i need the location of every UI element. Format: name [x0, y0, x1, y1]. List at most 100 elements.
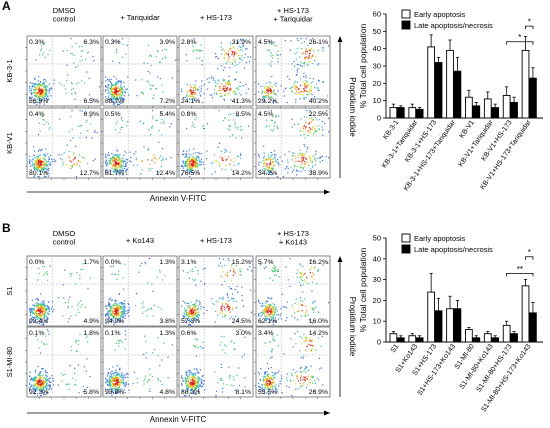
cell-event — [230, 99, 232, 101]
cell-event — [116, 378, 119, 380]
cell-event — [67, 306, 69, 308]
cell-event — [224, 85, 226, 87]
cell-event — [113, 374, 115, 376]
cell-event — [48, 306, 50, 308]
cell-event — [113, 85, 115, 87]
cell-event — [40, 99, 42, 102]
cell-event — [151, 84, 153, 87]
cell-event — [299, 149, 301, 151]
cell-event — [228, 259, 230, 262]
cell-event — [119, 95, 121, 97]
cell-event — [117, 87, 119, 89]
cell-event — [271, 172, 273, 175]
cell-event — [312, 55, 314, 57]
cell-event — [112, 315, 115, 318]
cell-event — [42, 160, 44, 163]
cell-event — [276, 125, 278, 127]
cell-event — [297, 170, 299, 172]
cell-event — [189, 167, 191, 169]
cell-event — [122, 162, 124, 164]
cell-event — [53, 83, 55, 85]
y-axis-label: % Total cell population — [358, 24, 368, 109]
cell-event — [41, 388, 44, 390]
cell-event — [42, 119, 44, 121]
cell-event — [224, 316, 226, 318]
cell-event — [222, 387, 224, 390]
cell-event — [328, 131, 330, 133]
cell-event — [305, 122, 307, 124]
cell-event — [42, 313, 45, 315]
cell-event — [271, 371, 273, 374]
cell-event — [128, 309, 130, 311]
quadrant-ur-percent: 16.2% — [309, 259, 328, 266]
cell-event — [35, 335, 37, 337]
cell-event — [106, 381, 108, 383]
cell-event — [120, 90, 122, 92]
bar-early — [483, 98, 492, 119]
cell-event — [271, 314, 274, 316]
cell-event — [120, 126, 122, 128]
cell-event — [303, 333, 305, 336]
cell-event — [317, 270, 319, 272]
cell-event — [35, 101, 37, 103]
cell-event — [57, 384, 59, 386]
cell-event — [270, 129, 272, 131]
cell-event — [116, 163, 118, 165]
cell-event — [48, 380, 50, 382]
cell-event — [261, 169, 264, 171]
cell-event — [276, 176, 279, 178]
cell-event — [37, 305, 39, 307]
cell-event — [275, 161, 277, 163]
cell-event — [32, 378, 34, 380]
cell-event — [75, 384, 77, 386]
cell-event — [113, 165, 116, 167]
cell-event — [42, 374, 44, 377]
cell-event — [233, 348, 235, 350]
cell-event — [108, 312, 110, 315]
cell-event — [238, 55, 240, 57]
treatment-header: + Tariquidar — [120, 13, 160, 22]
cell-event — [105, 85, 107, 87]
cell-event — [259, 169, 261, 171]
cell-event — [268, 384, 270, 386]
cell-event — [300, 170, 302, 172]
cell-event — [116, 90, 118, 92]
cell-event — [188, 171, 190, 173]
cell-event — [303, 83, 306, 85]
cell-event — [109, 303, 111, 305]
cell-event — [305, 49, 308, 52]
annexin-axis-label: Annexin V-FITC — [150, 415, 207, 424]
cell-event — [115, 123, 117, 125]
cell-event — [311, 275, 313, 278]
cell-event — [238, 367, 240, 369]
cell-event — [274, 157, 276, 159]
cell-event — [267, 158, 269, 161]
cell-event — [36, 322, 38, 324]
cell-event — [79, 60, 81, 62]
cell-event — [202, 101, 204, 104]
cell-event — [199, 385, 202, 387]
cell-event — [233, 157, 236, 159]
cell-event — [119, 373, 121, 376]
cell-event — [271, 57, 273, 59]
cell-event — [79, 154, 81, 156]
cell-event — [151, 97, 153, 100]
cell-event — [277, 90, 279, 92]
cell-event — [266, 163, 268, 165]
cell-event — [110, 384, 112, 386]
cell-event — [43, 274, 45, 276]
cell-event — [190, 96, 192, 98]
cell-event — [185, 382, 187, 385]
cell-event — [152, 85, 154, 87]
cell-event — [128, 307, 131, 309]
cell-event — [286, 373, 289, 375]
cell-event — [170, 157, 172, 159]
cell-event — [312, 155, 314, 157]
cell-event — [147, 44, 150, 47]
cell-event — [119, 318, 121, 320]
cell-event — [310, 89, 312, 91]
cell-event — [273, 374, 275, 376]
cell-event — [286, 101, 288, 104]
cell-event — [38, 90, 40, 92]
cell-event — [106, 79, 109, 81]
